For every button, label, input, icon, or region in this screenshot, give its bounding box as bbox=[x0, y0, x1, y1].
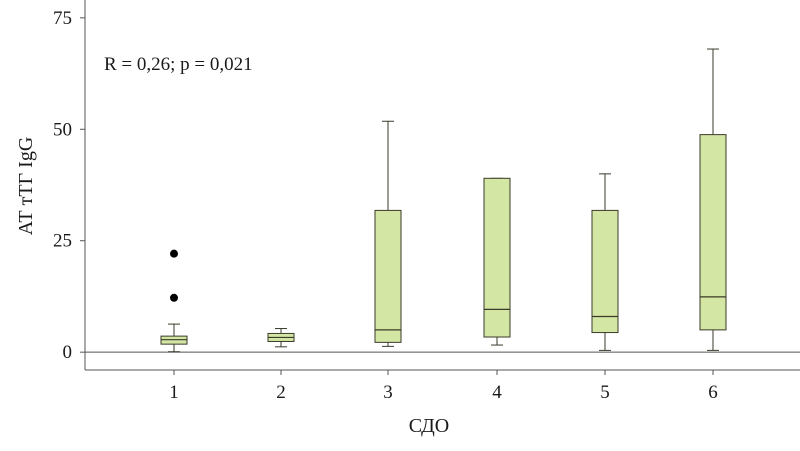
box-group-6 bbox=[699, 48, 727, 351]
box-group-4 bbox=[483, 177, 511, 346]
box-iqr bbox=[374, 209, 402, 343]
x-tick-label: 5 bbox=[600, 382, 610, 403]
y-tick-label: 0 bbox=[63, 342, 73, 363]
box-iqr bbox=[591, 209, 619, 334]
x-tick-label: 3 bbox=[383, 382, 393, 403]
x-tick-label: 4 bbox=[492, 382, 502, 403]
x-tick-label: 2 bbox=[276, 382, 286, 403]
chart-annotation: R = 0,26; p = 0,021 bbox=[104, 54, 253, 75]
box-series bbox=[160, 48, 727, 353]
y-tick-label: 25 bbox=[53, 231, 72, 252]
tick-labels: 0 25 50 75 1 2 3 4 5 6 bbox=[53, 8, 718, 403]
box-group-1 bbox=[160, 249, 188, 353]
x-tick-label: 1 bbox=[169, 382, 179, 403]
y-tick-label: 50 bbox=[53, 119, 72, 140]
outlier-point bbox=[170, 293, 178, 302]
y-axis-title: АТ тТГ IgG bbox=[15, 137, 37, 236]
y-tick-label: 75 bbox=[53, 8, 72, 29]
x-tick-label: 6 bbox=[708, 382, 718, 403]
box-iqr bbox=[483, 177, 511, 338]
x-axis-title: СДО bbox=[409, 415, 449, 437]
box-group-5 bbox=[591, 173, 619, 351]
box-group-3 bbox=[374, 120, 402, 347]
outlier-point bbox=[170, 249, 178, 258]
plot-frame bbox=[84, 0, 800, 371]
box-iqr bbox=[699, 134, 727, 331]
box-group-2 bbox=[267, 328, 295, 348]
